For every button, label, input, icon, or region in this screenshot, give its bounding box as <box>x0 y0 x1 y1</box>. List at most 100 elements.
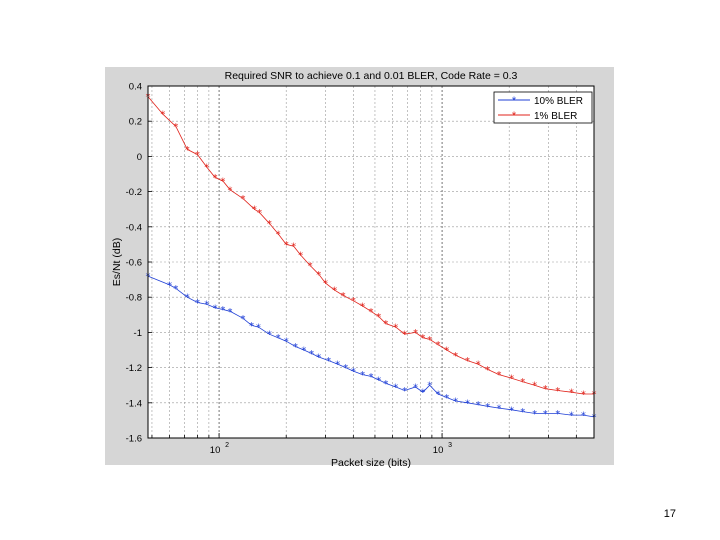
data-point: * <box>220 305 225 316</box>
x-tick-label: 10 <box>210 445 221 456</box>
data-point: * <box>341 291 346 302</box>
y-tick-label: 0.2 <box>129 117 142 128</box>
data-point: * <box>326 356 331 367</box>
data-point: * <box>298 250 303 261</box>
legend-label-1pct: 1% BLER <box>534 111 577 122</box>
data-point: * <box>436 390 441 401</box>
data-point: * <box>485 402 490 413</box>
data-point: * <box>453 351 458 362</box>
data-point: * <box>316 270 321 281</box>
data-point: * <box>376 312 381 323</box>
legend-marker-10pct: * <box>512 95 517 107</box>
data-point: * <box>569 388 574 399</box>
data-point: * <box>249 321 254 332</box>
data-point: * <box>497 370 502 381</box>
data-point: * <box>581 411 586 422</box>
data-point: * <box>160 110 165 121</box>
data-point: * <box>543 384 548 395</box>
y-tick-label: -0.6 <box>126 258 142 269</box>
data-point: * <box>383 379 388 390</box>
data-point: * <box>301 346 306 357</box>
data-point: * <box>276 333 281 344</box>
y-tick-label: -1.2 <box>126 363 142 374</box>
data-point: * <box>173 122 178 133</box>
y-tick-label: -0.2 <box>126 187 142 198</box>
data-point: * <box>335 360 340 371</box>
data-point: * <box>420 388 425 399</box>
data-point: * <box>383 319 388 330</box>
data-point: * <box>465 356 470 367</box>
data-point: * <box>284 337 289 348</box>
data-point: * <box>520 377 525 388</box>
data-point: * <box>220 177 225 188</box>
data-point: * <box>267 330 272 341</box>
legend-box <box>493 91 593 124</box>
data-point: * <box>413 382 418 393</box>
data-point: * <box>351 296 356 307</box>
y-tick-label: -1 <box>134 328 142 339</box>
data-point: * <box>393 323 398 334</box>
series-1: **** *** **** **** ****** * * * * ** ** * * * * * * * * * * *… <box>146 92 597 400</box>
data-point: * <box>360 302 365 313</box>
data-point: * <box>376 375 381 386</box>
data-point: * <box>465 398 470 409</box>
data-point: * <box>267 219 272 230</box>
y-tick-label: -1.4 <box>126 398 142 409</box>
x-axis: 10 2 10 3 <box>151 433 577 456</box>
data-point: * <box>453 397 458 408</box>
legend-marker-1pct: * <box>512 110 517 122</box>
data-point: * <box>332 286 337 297</box>
data-point: * <box>420 333 425 344</box>
data-point: * <box>167 280 172 291</box>
legend: * 10% BLER * 1% BLER <box>493 91 593 124</box>
data-point: * <box>393 382 398 393</box>
series-layer: ** ** * * * * *** ** * * * * * * * * * * * * * * * * * *** * * * * * * *… <box>146 92 597 423</box>
data-point: * <box>581 390 586 401</box>
data-point: * <box>569 411 574 422</box>
grid <box>148 85 594 439</box>
data-point: * <box>309 349 314 360</box>
data-point: * <box>509 405 514 416</box>
data-point: * <box>497 404 502 415</box>
data-point: * <box>204 162 209 173</box>
slide-number: 17 <box>663 508 676 520</box>
data-point: * <box>291 242 296 253</box>
data-point: * <box>402 386 407 397</box>
data-point: * <box>555 386 560 397</box>
data-point: * <box>195 150 200 161</box>
data-point: * <box>256 323 261 334</box>
data-point: * <box>360 370 365 381</box>
data-point: * <box>476 360 481 371</box>
y-tick-label: -1.6 <box>126 434 142 445</box>
data-point: * <box>555 409 560 420</box>
y-tick-label: -0.8 <box>126 293 142 304</box>
chart-title: Required SNR to achieve 0.1 and 0.01 BLE… <box>225 70 518 82</box>
data-point: * <box>284 240 289 251</box>
x-axis-label: Packet size (bits) <box>331 457 411 469</box>
x-tick-exponent: 3 <box>448 442 452 449</box>
data-point: * <box>213 173 218 184</box>
data-point: * <box>316 353 321 364</box>
data-point: * <box>204 300 209 311</box>
data-point: * <box>444 346 449 357</box>
data-point: * <box>173 284 178 295</box>
y-axis: 0.4 0.2 0 -0.2 -0.4 -0.6 -0.8 -1 -1.2 -1.4 -1.6 <box>126 82 152 445</box>
data-point: * <box>240 314 245 325</box>
y-axis-label: Es/Nt (dB) <box>111 238 123 286</box>
data-point: * <box>240 194 245 205</box>
data-point: * <box>276 229 281 240</box>
data-point: * <box>185 145 190 156</box>
data-point: * <box>436 340 441 351</box>
y-tick-label: -0.4 <box>126 222 142 233</box>
data-point: * <box>195 298 200 309</box>
data-point: * <box>509 374 514 385</box>
legend-label-10pct: 10% BLER <box>534 96 583 107</box>
data-point: * <box>213 303 218 314</box>
data-point: * <box>308 261 313 272</box>
data-point: * <box>369 372 374 383</box>
data-point: * <box>444 393 449 404</box>
data-point: * <box>228 185 233 196</box>
data-point: * <box>293 342 298 353</box>
data-point: * <box>369 307 374 318</box>
